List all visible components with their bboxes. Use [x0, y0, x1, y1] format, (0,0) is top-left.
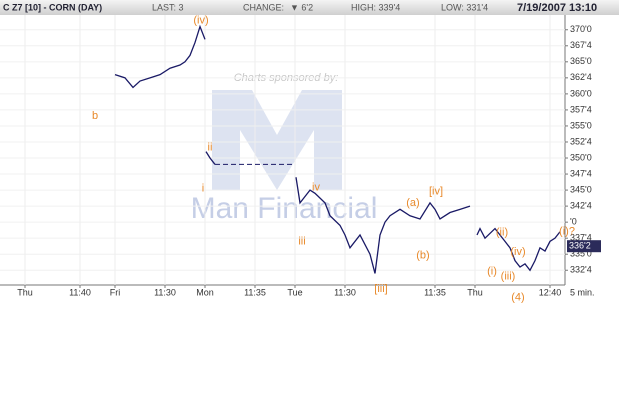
x-tick-label: 12:40	[539, 287, 562, 297]
wave-label: (iv)	[193, 15, 208, 27]
y-tick-label: 335'0	[570, 249, 592, 259]
wave-label: (i)	[487, 265, 497, 277]
x-tick-label: 11:30	[154, 287, 176, 297]
x-tick-label: 11:35	[244, 287, 266, 297]
logo	[212, 90, 342, 190]
symbol: C Z7 [10] - CORN (DAY)	[3, 2, 102, 12]
price-line	[114, 24, 206, 89]
watermark-brand: Man Financial	[191, 192, 378, 225]
price-line	[476, 227, 561, 272]
wave-label: i	[202, 183, 204, 195]
x-tick-label: 11:35	[424, 287, 446, 297]
wave-label: ii	[208, 142, 213, 154]
x-tick-label: 11:30	[334, 287, 356, 297]
x-tick-label: Tue	[287, 287, 302, 297]
price-line	[295, 177, 471, 274]
x-tick-label: Mon	[196, 287, 214, 297]
y-tick-label: 357'4	[570, 104, 592, 114]
wave-label: (a)	[406, 197, 419, 209]
wave-label: iv	[312, 181, 320, 193]
y-tick-label: 337'4	[570, 233, 592, 243]
wave-label: [iv]	[429, 185, 443, 197]
y-tick-label: 362'4	[570, 72, 592, 82]
x-tick-label: Thu	[17, 287, 33, 297]
wave-label: [iii]	[374, 283, 387, 295]
last: LAST: 3	[152, 2, 184, 12]
x-tick-label: Fri	[110, 287, 121, 297]
y-tick-label: 370'0	[570, 24, 592, 34]
y-tick-label: 332'4	[570, 265, 592, 275]
x-tick-label: 11:40	[69, 287, 91, 297]
low: LOW: 331'4	[441, 2, 488, 12]
x-axis-label: 5 min.	[570, 287, 595, 297]
x-tick-label: Thu	[467, 287, 483, 297]
y-tick-label: 350'0	[570, 152, 592, 162]
wave-label: (iii)	[501, 271, 516, 283]
price-line	[205, 151, 216, 165]
wave-label: (iv)	[510, 246, 525, 258]
y-tick-label: 345'0	[570, 184, 592, 194]
change-label: CHANGE:	[243, 2, 284, 12]
y-tick-label: 360'0	[570, 88, 592, 98]
y-tick-label: 342'4	[570, 200, 592, 210]
y-tick-label: 367'4	[570, 40, 592, 50]
datetime: 7/19/2007 13:10	[517, 2, 597, 14]
y-tick-label: '0	[570, 217, 577, 227]
wave-label: (4)	[511, 292, 524, 304]
y-tick-label: 355'0	[570, 120, 592, 130]
wave-label: (i)?	[559, 226, 575, 238]
change: ▼ 6'2	[290, 2, 313, 12]
last-price-label: 336'2	[569, 241, 591, 251]
y-tick-label: 365'0	[570, 56, 592, 66]
wave-label: (ii)	[496, 226, 508, 238]
y-tick-label: 352'4	[570, 136, 592, 146]
wave-label: (b)	[416, 249, 429, 261]
last-price-box	[567, 240, 601, 253]
wave-label: iii	[298, 235, 305, 247]
header-bar	[0, 0, 619, 15]
y-tick-label: 347'4	[570, 168, 592, 178]
high: HIGH: 339'4	[351, 2, 400, 12]
wave-label: b	[92, 110, 98, 122]
